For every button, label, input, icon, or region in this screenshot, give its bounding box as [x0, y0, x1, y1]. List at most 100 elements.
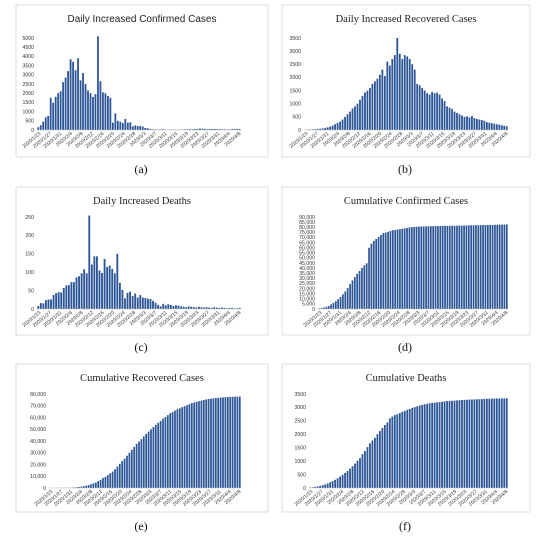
chart-bar — [74, 70, 77, 130]
chart-bar — [45, 300, 47, 309]
chart-title: Cumulative Deaths — [366, 373, 447, 384]
chart-bar — [433, 93, 436, 130]
chart-bar — [102, 478, 104, 488]
chart-bar — [467, 225, 470, 309]
chart-bar — [77, 58, 79, 130]
chart-bar — [438, 402, 441, 488]
chart-bar — [231, 307, 233, 309]
y-tick-label: 1500 — [294, 446, 306, 452]
chart-bar — [415, 226, 418, 309]
chart-bar — [451, 400, 453, 488]
chart-bar — [116, 120, 119, 130]
chart-bar — [376, 434, 379, 488]
chart-bar — [109, 473, 112, 488]
chart-panel-e: Cumulative Recovered Cases 0 10,000 20,000 3… — [15, 363, 269, 533]
chart-panel-c: Daily Increased Deaths050100150200250202… — [15, 186, 269, 354]
chart-bar — [490, 398, 493, 488]
chart-bar — [436, 402, 438, 488]
chart-bar — [458, 114, 461, 130]
chart-bar — [344, 291, 347, 309]
chart-bar — [341, 119, 344, 130]
chart-title: Daily Increased Recovered Cases — [336, 14, 477, 25]
chart-bar — [128, 452, 131, 488]
chart-bar — [495, 398, 498, 488]
chart-bar — [349, 111, 351, 130]
chart-bar — [193, 402, 196, 488]
chart-bar — [139, 295, 142, 309]
y-tick-label: 500 — [25, 119, 34, 125]
chart-bar — [37, 306, 40, 309]
chart-bar — [311, 129, 314, 130]
chart-bar — [186, 129, 189, 130]
chart-bar — [478, 119, 481, 130]
chart-bar — [229, 396, 232, 488]
chart-bar — [431, 402, 434, 488]
chart-bar — [238, 128, 241, 130]
chart-bar — [326, 483, 329, 488]
y-tick-label: 2000 — [294, 432, 306, 438]
chart-bar — [191, 129, 194, 130]
chart-bar — [92, 483, 95, 488]
chart-frame — [15, 186, 269, 336]
chart-bar — [154, 302, 157, 309]
chart-bar — [413, 227, 416, 309]
chart-bar — [394, 229, 397, 309]
chart-bar — [190, 403, 193, 488]
chart-bar — [200, 307, 203, 309]
chart-bar — [330, 304, 332, 309]
chart-bar — [42, 303, 45, 309]
panel-caption: (b) — [398, 162, 412, 176]
chart-bar — [152, 426, 155, 488]
y-tick-label: 40,000 — [30, 439, 46, 445]
y-tick-label: 5000 — [22, 36, 34, 42]
chart-bar — [458, 225, 461, 309]
chart-bar — [396, 229, 399, 309]
chart-bar — [316, 486, 319, 488]
chart-bar — [413, 69, 416, 130]
y-tick-label: 3500 — [294, 392, 306, 398]
chart-bar — [406, 56, 409, 130]
chart-bar — [334, 124, 336, 130]
chart-bar — [371, 440, 374, 488]
chart-bar — [93, 256, 96, 309]
chart-bar — [39, 125, 42, 130]
chart-bar — [418, 85, 421, 130]
chart-bar — [446, 401, 448, 488]
chart-bar — [152, 300, 154, 309]
chart-bar — [129, 291, 131, 309]
chart-bar — [354, 106, 356, 130]
y-tick-label: 10,000 — [299, 297, 315, 303]
panel-caption: (d) — [398, 340, 412, 354]
chart-bar — [332, 302, 335, 309]
y-tick-label: 30,000 — [30, 451, 46, 457]
chart-bar — [485, 122, 488, 130]
chart-bar — [453, 225, 456, 309]
chart-bar — [444, 225, 446, 309]
chart-bar — [337, 299, 340, 309]
chart-bar — [212, 398, 215, 488]
chart-bar — [428, 403, 431, 488]
y-tick-label: 1500 — [22, 100, 34, 106]
chart-bar — [182, 306, 185, 309]
chart-bar — [164, 416, 167, 488]
chart-bar — [166, 415, 169, 488]
chart-bar — [104, 93, 107, 130]
chart-bar — [434, 226, 437, 309]
y-tick-label: 15,000 — [299, 291, 315, 297]
chart-bar — [420, 226, 423, 309]
chart-bar — [331, 125, 334, 130]
chart-bar — [187, 306, 190, 309]
y-tick-label: 3000 — [294, 405, 306, 411]
y-tick-label: 1000 — [294, 459, 306, 465]
chart-bar — [114, 469, 116, 488]
chart-bar — [501, 224, 503, 309]
chart-bar — [75, 277, 78, 309]
chart-bar — [207, 399, 210, 488]
chart-bar — [466, 116, 468, 130]
chart-bar — [356, 103, 359, 130]
chart-bar — [139, 125, 142, 130]
chart-bar — [208, 307, 211, 309]
chart-bar — [49, 97, 52, 130]
chart-bar — [180, 306, 182, 309]
chart-bar — [361, 454, 364, 488]
